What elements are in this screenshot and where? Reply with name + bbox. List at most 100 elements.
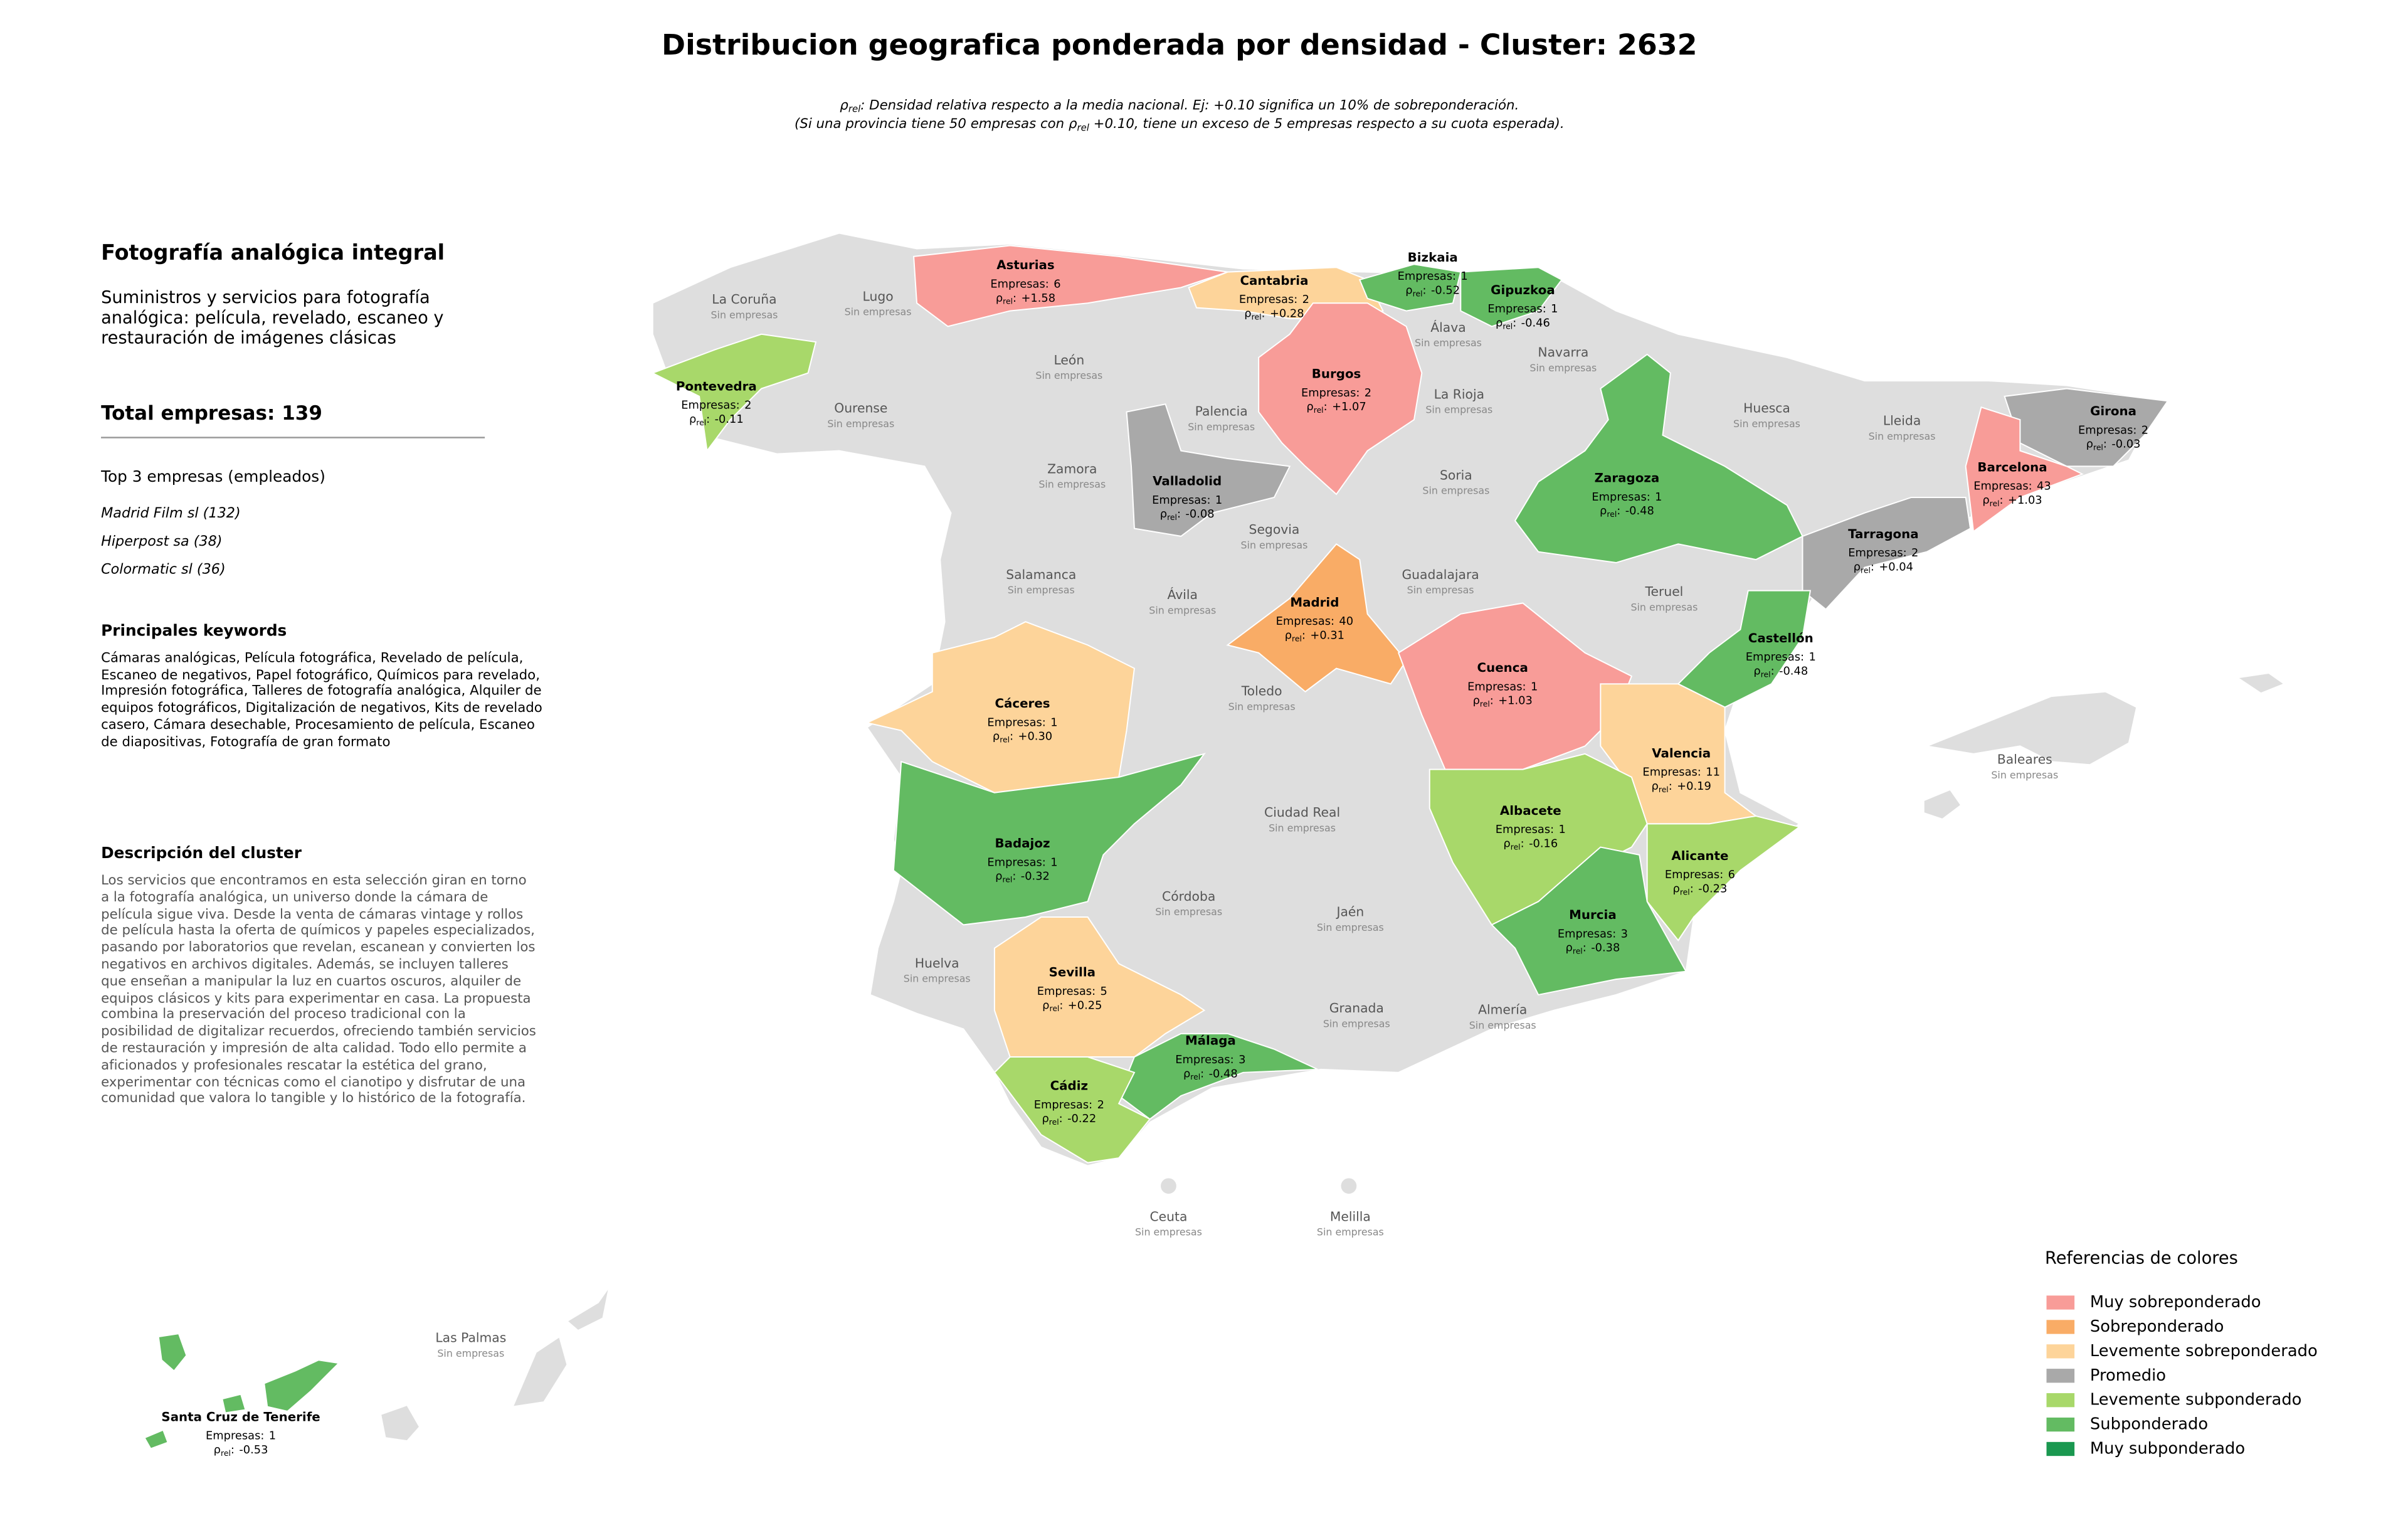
count-value: 1 — [1050, 716, 1057, 729]
province-count: Empresas: 1 — [1487, 302, 1558, 316]
legend-swatch — [2046, 1295, 2075, 1310]
legend-label: Subponderado — [2090, 1415, 2208, 1434]
empty-province-note: Sin empresas — [1425, 404, 1492, 416]
rho-sub: rel — [1480, 699, 1490, 708]
rho-colon: : — [1200, 1067, 1204, 1080]
count-label: Empresas: — [1398, 270, 1456, 283]
province-count: Empresas: 1 — [1746, 650, 1816, 664]
province-count: Empresas: 5 — [1037, 985, 1107, 998]
province-name: Burgos — [1312, 367, 1361, 381]
legend-label: Sobreponderado — [2090, 1317, 2224, 1336]
rho-value: +1.03 — [2008, 494, 2042, 507]
no-data-region — [1161, 1178, 1176, 1194]
province-rho: ρrel: -0.23 — [1673, 882, 1728, 896]
province-count: Empresas: 1 — [206, 1430, 276, 1443]
province-name: Badajoz — [995, 836, 1050, 851]
rho-colon: : — [1262, 307, 1265, 321]
province-count: Empresas: 2 — [1239, 293, 1309, 306]
empty-province-name: Baleares — [1997, 752, 2052, 767]
province-count: Empresas: 1 — [1496, 823, 1566, 836]
rho-colon: : — [1012, 870, 1016, 883]
province-count: Empresas: 2 — [681, 399, 751, 412]
rho-colon: : — [2000, 494, 2004, 507]
count-label: Empresas: — [1037, 985, 1096, 998]
province — [993, 916, 1206, 1058]
province — [651, 333, 817, 453]
empty-province-note: Sin empresas — [1733, 418, 1800, 430]
province-count: Empresas: 3 — [1558, 927, 1628, 940]
empty-province-name: Ávila — [1168, 586, 1198, 602]
province-count: Empresas: 2 — [1848, 546, 1918, 560]
empty-province-name: Huesca — [1743, 401, 1790, 416]
province-name: Bizkaia — [1408, 250, 1458, 265]
empty-province-note: Sin empresas — [1869, 430, 1936, 442]
rho-symbol: ρ — [1652, 780, 1659, 793]
description-heading: Descripción del cluster — [101, 846, 302, 863]
rho-symbol: ρ — [2086, 438, 2093, 451]
empty-province-note: Sin empresas — [1155, 906, 1222, 918]
subtitle-part: : Densidad relativa respecto a la media … — [860, 98, 1519, 114]
count-label: Empresas: — [1848, 546, 1906, 560]
rho-symbol: ρ — [1285, 629, 1292, 642]
rho-symbol: ρ — [1042, 1112, 1048, 1125]
rho-symbol: ρ — [1160, 507, 1167, 521]
province-rho: ρrel: +0.25 — [1042, 999, 1102, 1012]
count-label: Empresas: — [1175, 1053, 1233, 1066]
province-rho: ρrel: +1.58 — [996, 292, 1055, 305]
rho-value: -0.03 — [2111, 438, 2140, 451]
rho-value: -0.11 — [715, 413, 744, 426]
count-value: 1 — [1531, 680, 1538, 693]
empty-province-name: Ourense — [834, 401, 887, 416]
rho-value: -0.22 — [1067, 1112, 1096, 1125]
legend-swatch — [2046, 1320, 2075, 1334]
rho-value: +0.30 — [1018, 730, 1053, 743]
legend-swatch — [2046, 1393, 2075, 1408]
count-value: 1 — [1655, 491, 1662, 504]
rho-sub: rel — [1003, 296, 1013, 305]
count-label: Empresas: — [681, 399, 739, 412]
province-rho: ρrel: +0.19 — [1652, 780, 1711, 793]
count-label: Empresas: — [1746, 650, 1804, 664]
empty-province-name: La Coruña — [712, 292, 776, 307]
province — [1965, 406, 2084, 533]
empty-province-note: Sin empresas — [1188, 421, 1255, 433]
count-label: Empresas: — [1592, 491, 1650, 504]
province-rho: ρrel: +1.07 — [1306, 400, 1366, 414]
rho-symbol: ρ — [1503, 837, 1510, 851]
province-count: Empresas: 11 — [1642, 766, 1719, 779]
rho-value: +0.04 — [1879, 560, 1913, 573]
province — [221, 1393, 246, 1414]
province-name: Tarragona — [1848, 527, 1919, 541]
rho-symbol: ρ — [996, 292, 1003, 305]
province-rho: ρrel: -0.22 — [1042, 1112, 1096, 1126]
legend-swatch — [2046, 1344, 2075, 1359]
count-value: 11 — [1706, 766, 1720, 779]
subtitle-part: +0.10, tiene un exceso de 5 empresas res… — [1089, 116, 1565, 132]
province-rho: ρrel: -0.53 — [214, 1443, 268, 1457]
rho-colon: : — [1617, 504, 1620, 517]
province-name: Málaga — [1185, 1034, 1236, 1048]
rho-sub: rel — [1761, 669, 1771, 679]
rho-colon: : — [1871, 560, 1874, 573]
empty-province-name: Lleida — [1883, 413, 1921, 428]
province — [1358, 263, 1462, 312]
subtitle: ρrel: Densidad relativa respecto a la me… — [840, 98, 1519, 115]
no-data-region — [512, 1335, 568, 1408]
rho-value: +1.58 — [1021, 292, 1055, 305]
province-name: Murcia — [1569, 908, 1616, 922]
empty-province-note: Sin empresas — [437, 1347, 504, 1359]
legend-swatch — [2046, 1369, 2075, 1383]
subtitle-part: ρ — [840, 98, 848, 114]
legend-label: Promedio — [2090, 1366, 2166, 1385]
rho-symbol: ρ — [1496, 316, 1502, 329]
province-rho: ρrel: -0.03 — [2086, 438, 2141, 452]
rho-value: +0.19 — [1677, 780, 1711, 793]
count-value: 6 — [1054, 277, 1060, 290]
province-rho: ρrel: -0.38 — [1566, 942, 1620, 955]
legend-label: Levemente sobreponderado — [2090, 1342, 2318, 1361]
rho-sub: rel — [1292, 634, 1302, 643]
count-label: Empresas: — [990, 277, 1048, 290]
